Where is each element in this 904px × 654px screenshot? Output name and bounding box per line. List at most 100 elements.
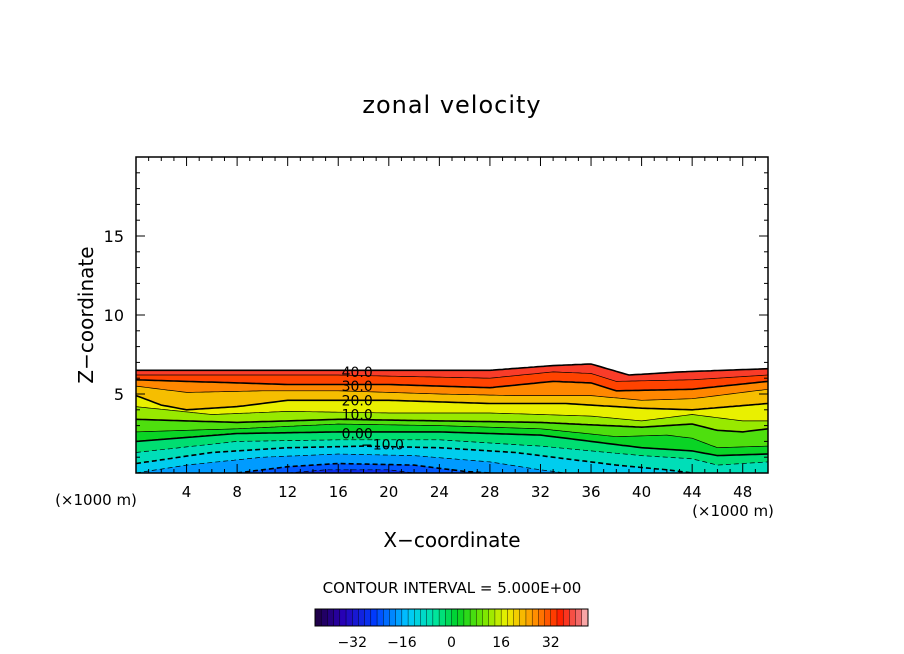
colorbar-cell	[531, 608, 539, 627]
contour-band	[136, 463, 768, 473]
colorbar-cell	[451, 608, 459, 627]
x-tick-label: 16	[329, 483, 348, 501]
contour-line	[136, 453, 566, 473]
colorbar-tick-label: 16	[492, 635, 510, 651]
contour-line	[237, 462, 490, 473]
x-tick-label: 20	[379, 483, 398, 501]
contour-line	[136, 418, 768, 433]
contour-label: 0.00	[342, 427, 373, 443]
colorbar-cell	[457, 608, 465, 627]
colorbar-cell	[333, 608, 341, 627]
x-tick-label: 36	[581, 483, 600, 501]
colorbar-cell	[581, 608, 589, 627]
x-tick-label: 44	[683, 483, 702, 501]
colorbar-cell	[513, 608, 521, 627]
contour-line	[136, 439, 768, 466]
colorbar-cell	[339, 608, 347, 627]
colorbar-cell	[488, 608, 496, 627]
colorbar-cell	[407, 608, 415, 627]
contour-label: 40.0	[342, 365, 373, 381]
colorbar-cell	[562, 608, 570, 627]
contour-line	[136, 445, 693, 473]
colorbar-tick-label: −16	[387, 635, 417, 651]
colorbar	[314, 608, 589, 627]
colorbar-cell	[370, 608, 378, 627]
contour-label: 20.0	[342, 393, 373, 409]
colorbar-cell	[469, 608, 477, 627]
colorbar-cell	[414, 608, 421, 627]
y-tick-label: 10	[104, 306, 124, 325]
colorbar-cell	[538, 608, 545, 627]
contour-label: −10.0	[361, 438, 404, 454]
x-unit-left: (×1000 m)	[55, 491, 137, 509]
contour-line	[136, 423, 768, 449]
contour-label: 30.0	[342, 379, 373, 395]
colorbar-cell	[550, 608, 558, 627]
colorbar-cell	[389, 608, 397, 627]
x-axis-label: X−coordinate	[383, 528, 520, 552]
x-tick-label: 40	[632, 483, 651, 501]
colorbar-tick-label: 0	[447, 635, 456, 651]
colorbar-cell	[519, 608, 527, 627]
colorbar-cell	[500, 608, 508, 627]
x-tick-label: 32	[531, 483, 550, 501]
colorbar-cell	[401, 608, 409, 627]
x-tick-labels: 4 8 12 16 20 24 28 32 36 40 44 48	[182, 483, 752, 501]
colorbar-cell	[420, 608, 428, 627]
contour-line	[136, 406, 768, 422]
colorbar-cell	[321, 608, 328, 627]
colorbar-cell	[476, 608, 483, 627]
contour-line	[136, 394, 768, 411]
y-tick-label: 15	[104, 227, 124, 246]
colorbar-cell	[358, 608, 366, 627]
colorbar-cell	[426, 608, 434, 627]
colorbar-cell	[438, 608, 446, 627]
colorbar-cell	[395, 608, 403, 627]
x-tick-label: 48	[733, 483, 752, 501]
colorbar-tick-label: 32	[542, 635, 560, 651]
contour-line	[136, 379, 768, 392]
contour-labels: 40.030.020.010.0 0.00−10.0	[342, 365, 404, 454]
colorbar-cell	[569, 608, 576, 627]
y-tick-label: 5	[114, 385, 124, 404]
y-tick-labels: 5 10 15	[104, 227, 124, 404]
colorbar-tick-label: −32	[337, 635, 367, 651]
colorbar-cell	[383, 608, 390, 627]
colorbar-cell	[556, 608, 564, 627]
contour-line	[136, 385, 768, 401]
colorbar-cell	[364, 608, 372, 627]
x-tick-label: 28	[480, 483, 499, 501]
colorbar-cell	[525, 608, 533, 627]
x-tick-label: 4	[182, 483, 192, 501]
colorbar-cell	[352, 608, 359, 627]
colorbar-cell	[507, 608, 514, 627]
colorbar-cell	[432, 608, 440, 627]
contour-lines	[136, 363, 768, 473]
axis-ticks	[136, 157, 768, 473]
colorbar-cell	[376, 608, 384, 627]
chart-title: zonal velocity	[362, 91, 541, 119]
colorbar-cell	[494, 608, 502, 627]
colorbar-frame	[314, 608, 589, 627]
contour-label: 10.0	[342, 408, 373, 424]
colorbar-cell	[575, 608, 583, 627]
colorbar-cell	[482, 608, 490, 627]
contour-interval-text: CONTOUR INTERVAL = 5.000E+00	[323, 579, 582, 597]
colorbar-cell	[463, 608, 471, 627]
colorbar-cell	[445, 608, 452, 627]
x-tick-label: 12	[278, 483, 297, 501]
x-tick-label: 8	[232, 483, 242, 501]
colorbar-cell	[544, 608, 552, 627]
y-axis-label: Z−coordinate	[74, 246, 98, 383]
contour-line	[136, 363, 768, 376]
colorbar-cell	[314, 608, 322, 627]
colorbar-cell	[327, 608, 335, 627]
contour-line	[287, 469, 415, 473]
contour-line	[136, 371, 768, 382]
colorbar-labels: −32 −16 0 16 32	[337, 635, 559, 651]
x-unit-right: (×1000 m)	[692, 502, 774, 520]
colorbar-cell	[345, 608, 353, 627]
x-tick-label: 24	[430, 483, 449, 501]
contour-line	[136, 431, 768, 457]
